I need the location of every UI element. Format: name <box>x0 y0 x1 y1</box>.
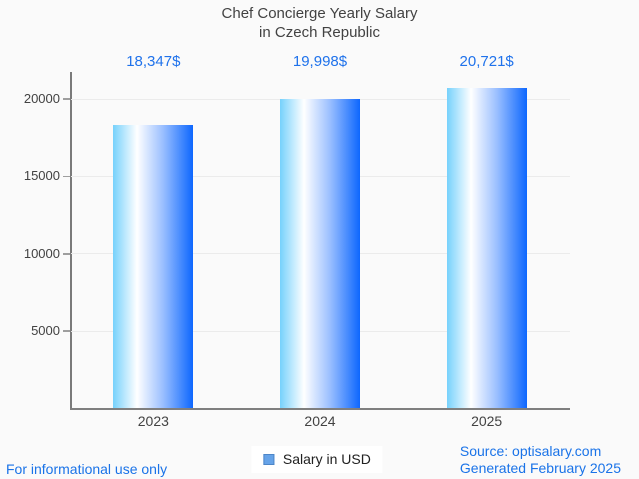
source-text: Source: optisalary.com <box>459 443 602 459</box>
bar-2025[interactable] <box>446 87 527 409</box>
y-axis-label: 20000 <box>23 91 60 106</box>
x-axis-line <box>70 407 570 410</box>
legend-label: Salary in USD <box>282 451 371 467</box>
legend: Salary in USD <box>250 446 383 473</box>
bar-value-label: 18,347$ <box>126 53 181 70</box>
x-axis-label: 2023 <box>137 413 169 429</box>
y-axis-tick <box>63 253 70 255</box>
y-axis-label: 5000 <box>31 323 60 339</box>
chart-title-line2: in Czech Republic <box>259 24 380 41</box>
disclaimer-text: For informational use only <box>6 461 168 477</box>
y-axis-tick <box>63 98 70 100</box>
bar-value-label: 19,998$ <box>292 53 348 70</box>
chart-title: Chef Concierge Yearly Salary in Czech Re… <box>0 4 639 42</box>
source-info: Source: optisalary.com Generated Februar… <box>460 443 621 477</box>
legend-swatch-icon <box>262 453 274 465</box>
x-axis-label: 2025 <box>471 413 503 429</box>
bar-2023[interactable] <box>113 124 194 409</box>
y-axis-tick <box>63 330 70 332</box>
y-axis-line <box>70 72 72 409</box>
x-axis-label: 2024 <box>304 413 336 429</box>
gridline <box>71 98 570 100</box>
y-axis-label: 15000 <box>23 168 60 184</box>
chart-title-line1: Chef Concierge Yearly Salary <box>221 5 418 22</box>
generated-text: Generated February 2025 <box>459 460 621 476</box>
bar-2024[interactable] <box>280 99 360 409</box>
y-axis-tick <box>63 175 70 178</box>
bar-value-label: 20,721$ <box>459 53 514 70</box>
y-axis-label: 10000 <box>23 245 60 261</box>
